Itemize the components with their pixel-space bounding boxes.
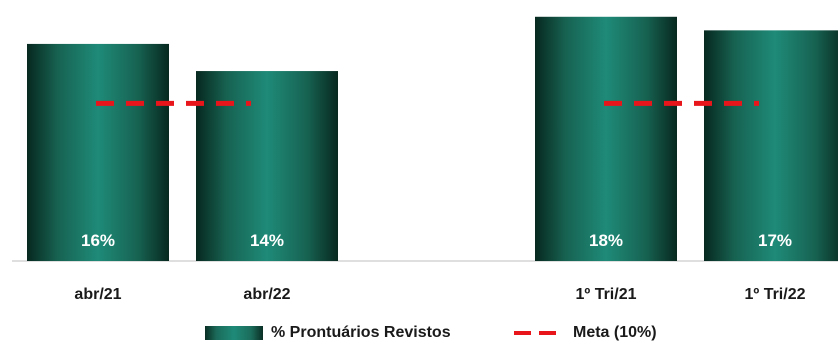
legend-bars-label: % Prontuários Revistos xyxy=(271,324,451,341)
category-label-3: 1º Tri/22 xyxy=(745,286,806,303)
category-label-2: 1º Tri/21 xyxy=(576,286,637,303)
bar-chart: 16% 14% 18% 17% abr/21 abr/22 1º Tri/21 1º Tri… xyxy=(12,16,838,303)
category-label-1: abr/22 xyxy=(243,286,290,303)
value-label-2: 18% xyxy=(589,231,623,250)
legend-item-meta: Meta (10%) xyxy=(505,324,657,342)
bar-3 xyxy=(704,30,838,262)
legend: % Prontuários Revistos Meta (10%) xyxy=(0,322,838,346)
bar-2 xyxy=(535,16,677,261)
legend-bar-swatch xyxy=(205,326,263,340)
category-label-0: abr/21 xyxy=(74,286,121,303)
bar-0 xyxy=(27,43,169,262)
value-label-0: 16% xyxy=(81,231,115,250)
value-label-1: 14% xyxy=(250,231,284,250)
legend-meta-dash xyxy=(505,331,565,335)
legend-item-bars: % Prontuários Revistos xyxy=(205,324,451,342)
value-label-3: 17% xyxy=(758,231,792,250)
legend-meta-label: Meta (10%) xyxy=(573,324,657,341)
